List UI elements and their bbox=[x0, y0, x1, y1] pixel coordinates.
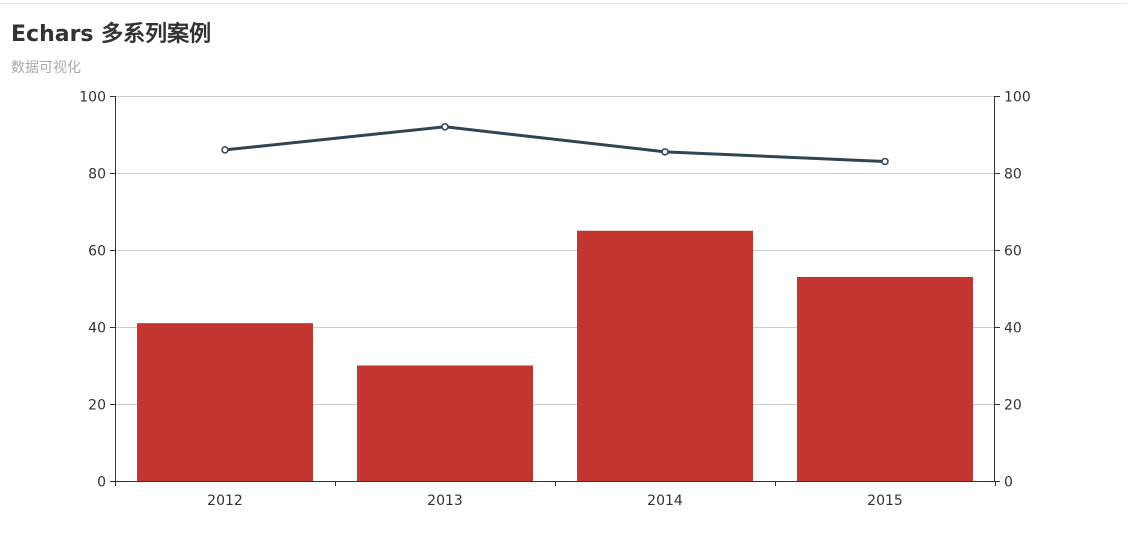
line-point bbox=[661, 148, 669, 156]
axes bbox=[110, 96, 1000, 486]
y-tick-label-right: 40 bbox=[1004, 321, 1022, 337]
x-tick-label: 2014 bbox=[647, 493, 683, 509]
x-tick-label: 2013 bbox=[427, 493, 463, 509]
y-tick-label-left: 60 bbox=[88, 244, 106, 260]
y-tick-label-left: 0 bbox=[97, 475, 106, 491]
y-tick-label-right: 100 bbox=[1004, 90, 1031, 106]
y-tick-label-left: 20 bbox=[88, 398, 106, 414]
line-point bbox=[881, 157, 889, 166]
bar bbox=[577, 230, 753, 481]
y-tick-label-left: 40 bbox=[88, 321, 106, 337]
tick-labels: 0 20 40 60 80 100 0 20 40 60 80 100 2012 2013 2014 2015 bbox=[79, 90, 1030, 510]
chart-title: Echars 多系列案例 bbox=[11, 22, 212, 47]
y-tick-label-left: 80 bbox=[88, 167, 106, 183]
line-point bbox=[221, 146, 229, 154]
y-tick-label-right: 20 bbox=[1004, 398, 1022, 414]
y-tick-label-right: 0 bbox=[1004, 475, 1013, 491]
y-tick-label-right: 80 bbox=[1004, 167, 1022, 183]
bar-series bbox=[137, 230, 973, 481]
line-path bbox=[224, 125, 886, 163]
y-tick-label-right: 60 bbox=[1004, 244, 1022, 260]
bar bbox=[137, 323, 313, 481]
chart-subtitle: 数据可视化 bbox=[11, 60, 81, 76]
line-series bbox=[221, 123, 889, 166]
x-tick-label: 2015 bbox=[867, 493, 903, 509]
x-tick-label: 2012 bbox=[207, 493, 243, 509]
bar bbox=[797, 276, 973, 481]
bar bbox=[357, 365, 533, 481]
line-point bbox=[441, 123, 449, 131]
top-divider bbox=[0, 3, 1127, 4]
y-tick-label-left: 100 bbox=[79, 90, 106, 106]
